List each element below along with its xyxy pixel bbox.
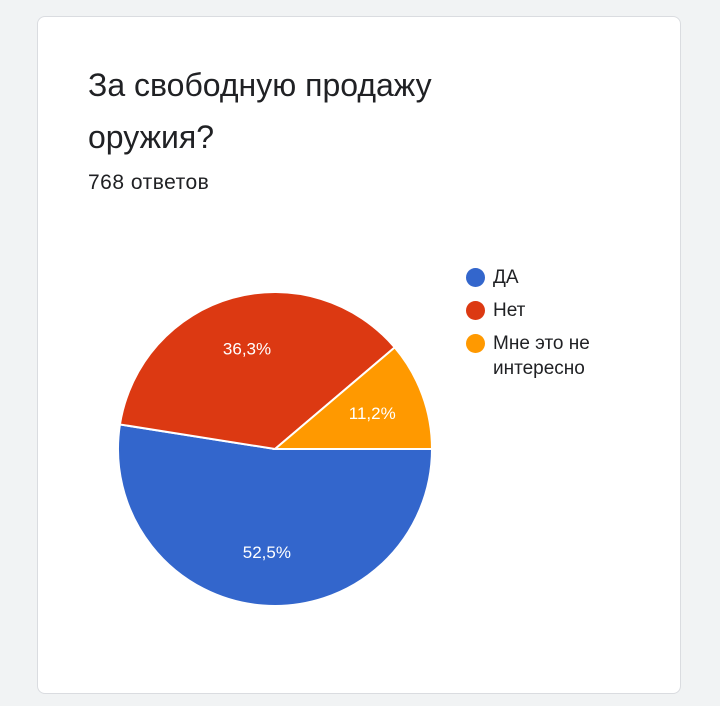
slice-label-da: 52,5% <box>243 543 291 562</box>
slice-label-ne-interesno: 11,2% <box>349 404 396 423</box>
legend-item-da[interactable]: ДА <box>466 265 666 290</box>
slice-label-net: 36,3% <box>223 340 271 359</box>
pie-slice-da[interactable] <box>117 423 434 607</box>
chart-legend: ДА Нет Мне это не интересно <box>466 265 666 389</box>
legend-item-net[interactable]: Нет <box>466 298 666 323</box>
pie-chart: 52,5% 36,3% 11,2% <box>117 291 434 607</box>
pie-slice-net[interactable] <box>118 291 397 451</box>
legend-label: Нет <box>493 300 526 321</box>
legend-item-ne-interesno[interactable]: Мне это не интересно <box>466 331 666 381</box>
response-count: 768 ответов <box>88 171 210 194</box>
legend-label: ДА <box>493 267 519 288</box>
legend-color-dot <box>466 301 485 320</box>
legend-color-dot <box>466 268 485 287</box>
legend-label: Мне это не интересно <box>493 333 590 379</box>
chart-card: За свободную продажу оружия? 768 ответов… <box>37 16 681 694</box>
question-title: За свободную продажу оружия? <box>88 67 432 155</box>
pie-slice-ne-interesno[interactable] <box>272 346 434 450</box>
legend-color-dot <box>466 334 485 353</box>
